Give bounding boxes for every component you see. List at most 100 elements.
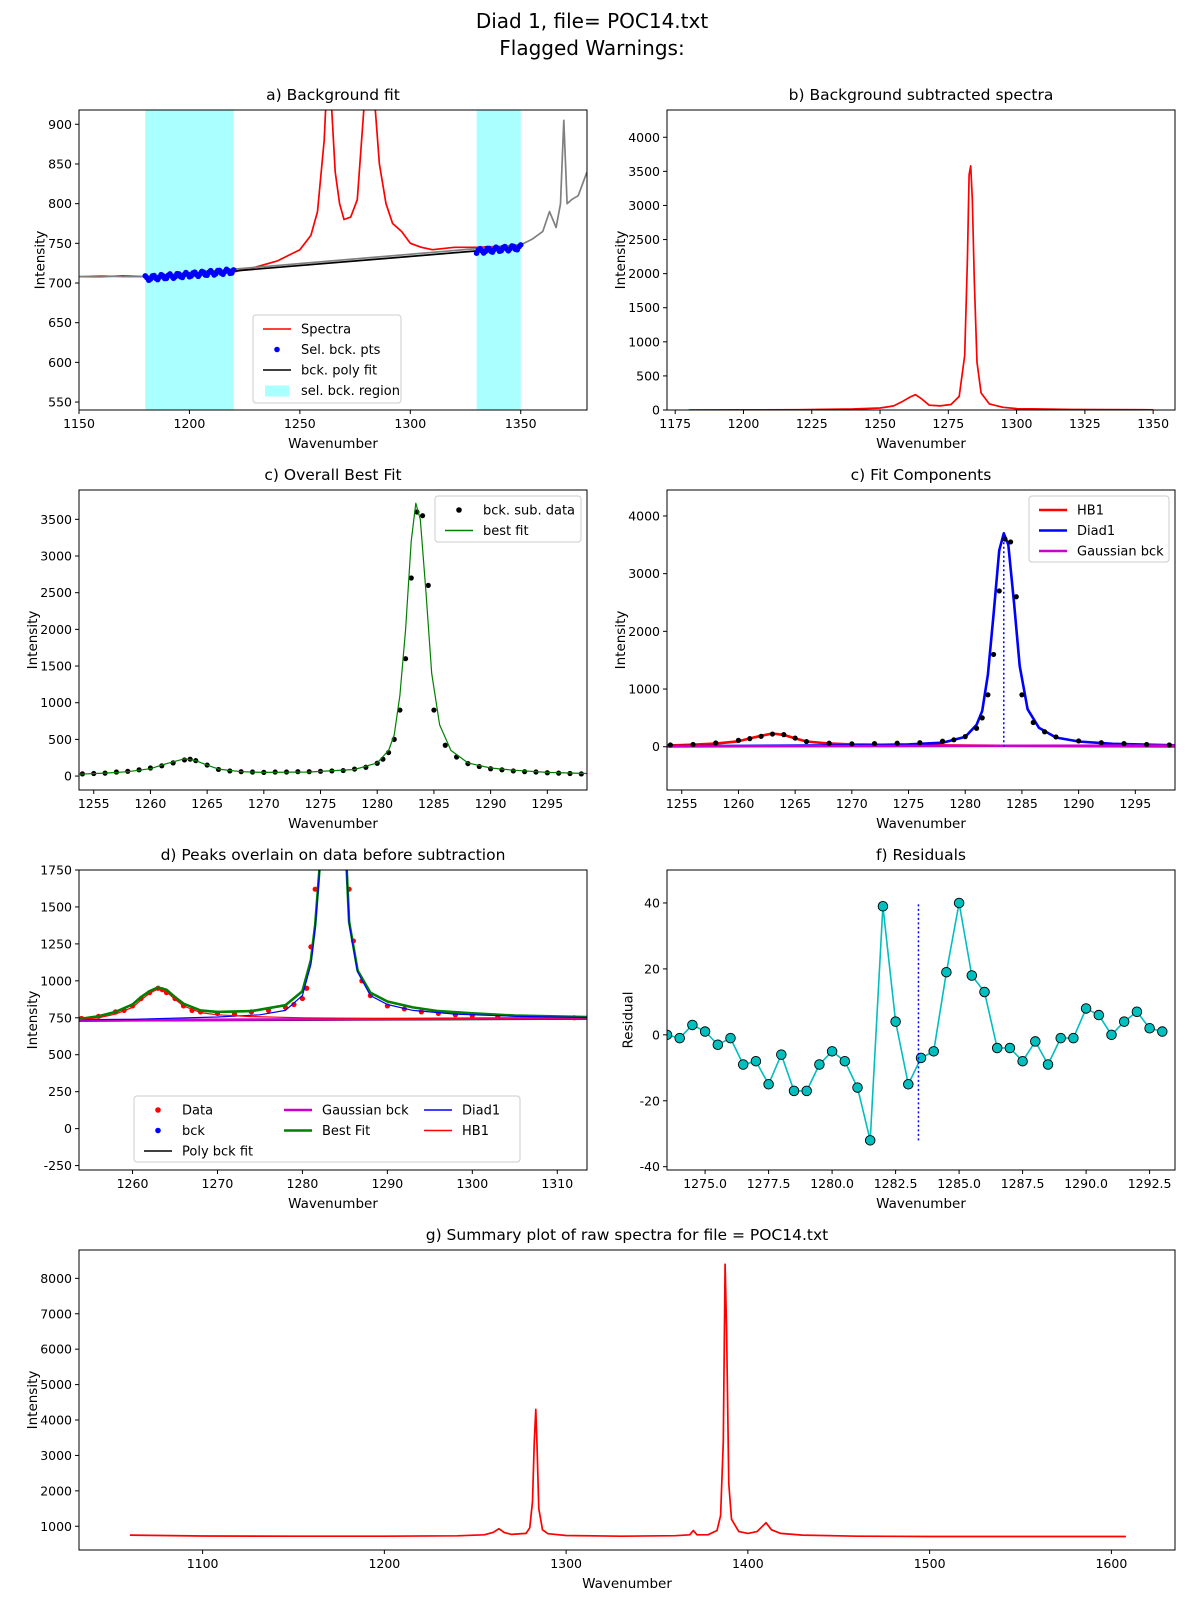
data-point — [1166, 742, 1172, 748]
legend-marker — [456, 507, 462, 513]
x-tick-label: 1200 — [728, 416, 760, 431]
x-tick-label: 1270 — [202, 1176, 234, 1191]
data-point — [1080, 1003, 1092, 1014]
panel-d: d) Peaks overlain on data before subtrac… — [25, 846, 588, 1212]
data-point — [941, 966, 952, 978]
y-tick-label: 500 — [636, 368, 660, 383]
y-tick-label: 250 — [48, 1084, 72, 1099]
y-tick-label: 3000 — [628, 566, 660, 581]
legend-box — [252, 314, 402, 404]
data-point — [1042, 1059, 1054, 1070]
x-tick-label: 1310 — [541, 1176, 573, 1191]
data-point — [1004, 1042, 1016, 1054]
series-line — [79, 870, 587, 1021]
data-point — [996, 588, 1002, 594]
y-tick-label: 0 — [64, 769, 72, 784]
x-tick-label: 1290 — [371, 1176, 403, 1191]
panel-c: c) Overall Best Fit 1255 1260 1265 1270 1275 1… — [25, 466, 588, 832]
x-tick-label: 1265 — [191, 796, 223, 811]
data-point — [1144, 741, 1150, 748]
axes-frame — [666, 109, 1176, 411]
data-point — [839, 1055, 851, 1067]
y-tick-label: 2000 — [628, 266, 660, 281]
x-axis-label: Wavenumber — [876, 1196, 966, 1212]
series-line — [79, 119, 587, 278]
y-tick-label: 2500 — [628, 232, 660, 247]
data-point — [181, 757, 188, 763]
panel-title: b) Background subtracted spectra — [789, 86, 1054, 104]
data-point — [750, 1055, 762, 1067]
y-axis-label: Intensity — [25, 1371, 41, 1430]
x-tick-label: 1300 — [456, 1176, 488, 1191]
x-tick-label: 1200 — [368, 1556, 400, 1571]
data-point — [402, 656, 409, 662]
figure-title: Diad 1, file= POC14.txt — [476, 9, 709, 33]
x-tick-label: 1275 — [893, 796, 925, 811]
x-tick-label: 1260 — [135, 796, 167, 811]
series-line — [79, 110, 521, 278]
data-point — [776, 1049, 787, 1060]
panel-title: c) Overall Best Fit — [264, 466, 401, 484]
data-point — [442, 742, 448, 748]
data-point — [763, 1079, 774, 1090]
x-tick-label: 1282.5 — [874, 1176, 918, 1191]
bck-point — [230, 267, 237, 273]
x-tick-label: 1255 — [666, 796, 698, 811]
y-tick-label: 1000 — [40, 695, 72, 710]
legend-label: Poly bck fit — [182, 1145, 253, 1160]
y-tick-label: 850 — [48, 156, 72, 171]
axes-frame — [78, 869, 588, 1171]
x-tick-label: 1300 — [550, 1556, 582, 1571]
data-point — [1041, 729, 1048, 735]
x-tick-label: 1290 — [1063, 796, 1095, 811]
bck-region — [476, 110, 521, 410]
y-tick-label: 3500 — [40, 512, 72, 527]
panel-title: a) Background fit — [266, 86, 400, 104]
panel-title: c) Fit Components — [851, 466, 992, 484]
x-tick-label: 1265 — [779, 796, 811, 811]
legend-label: Diad1 — [1077, 524, 1115, 539]
data-point — [826, 740, 832, 746]
data-point — [979, 715, 985, 721]
data-point — [871, 740, 878, 747]
data-point — [852, 1082, 863, 1093]
x-tick-label: 1285 — [1006, 796, 1038, 811]
legend-label: HB1 — [1077, 504, 1104, 519]
legend-marker — [274, 346, 280, 353]
y-tick-label: 1000 — [40, 1519, 72, 1534]
legend-label: Data — [182, 1104, 213, 1119]
figure-subtitle: Flagged Warnings: — [499, 36, 684, 60]
y-axis-label: Intensity — [33, 231, 49, 290]
x-tick-label: 1250 — [864, 416, 896, 431]
panel-title: d) Peaks overlain on data before subtrac… — [161, 846, 506, 864]
data-point — [510, 768, 516, 774]
x-tick-label: 1100 — [187, 1556, 219, 1571]
panel-f: f) Residuals 1275.0 1277.5 1280.0 1282.5 1285… — [621, 846, 1176, 1212]
y-tick-label: 1500 — [628, 300, 660, 315]
y-tick-label: 4000 — [40, 1413, 72, 1428]
data-point — [1157, 1026, 1168, 1037]
y-tick-label: 550 — [48, 395, 72, 410]
panel-g: g) Summary plot of raw spectra for file … — [25, 1226, 1176, 1592]
x-tick-label: 1350 — [505, 416, 537, 431]
series-line — [79, 988, 587, 1021]
legend-label: Gaussian bck — [1077, 545, 1164, 560]
y-tick-label: 600 — [48, 355, 72, 370]
data-point — [1098, 740, 1104, 746]
data-point — [758, 733, 764, 739]
data-point — [1053, 734, 1059, 740]
data-point — [864, 1135, 876, 1146]
y-tick-label: 20 — [644, 961, 660, 976]
y-tick-label: -20 — [640, 1093, 660, 1108]
data-point — [788, 1085, 800, 1097]
x-tick-label: 1285.0 — [937, 1176, 981, 1191]
y-axis-label: Intensity — [25, 991, 41, 1050]
data-point — [985, 692, 991, 698]
panel-a: a) Background fit 1150 1200 1250 1300 1350 550… — [33, 86, 588, 452]
plot-area — [667, 897, 1168, 1146]
data-point — [966, 970, 978, 981]
legend-patch — [265, 385, 289, 397]
data-point — [1055, 1032, 1066, 1044]
y-tick-label: 4000 — [628, 130, 660, 145]
